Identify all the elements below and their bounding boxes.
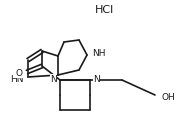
Text: N: N: [50, 74, 57, 84]
Text: N: N: [93, 74, 100, 84]
Text: HN: HN: [10, 74, 24, 84]
Text: O: O: [16, 68, 23, 78]
Text: NH: NH: [92, 48, 105, 58]
Text: OH: OH: [161, 92, 175, 102]
Text: HCl: HCl: [95, 5, 115, 15]
